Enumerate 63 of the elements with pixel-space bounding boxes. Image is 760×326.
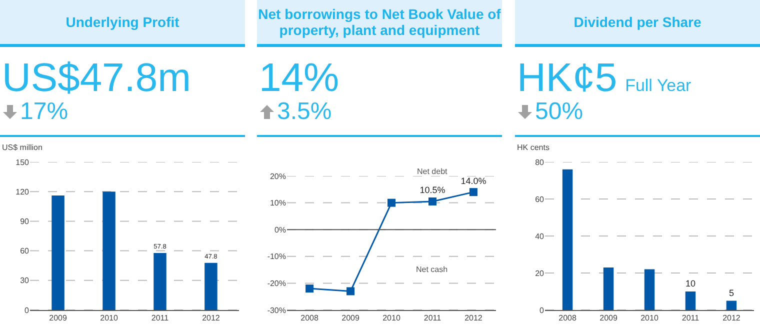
annotation: Net debt <box>417 167 448 176</box>
y-tick-label: 0% <box>274 225 286 234</box>
y-tick-label: 40 <box>535 232 545 241</box>
text: Full Year <box>625 76 692 95</box>
bar <box>154 252 166 310</box>
chart-title: Dividend per Share <box>515 0 760 47</box>
y-tick-label: 120 <box>16 187 30 196</box>
point <box>306 284 314 293</box>
point <box>346 287 355 296</box>
chart-title: Underlying Profit <box>0 0 245 47</box>
y-tick-label: 0 <box>24 306 30 315</box>
y-tick-label: 20 <box>535 268 545 278</box>
x-tick-label: 2009 <box>342 314 360 323</box>
x-tick-label: 2012 <box>722 314 741 323</box>
y-tick-label: 20% <box>270 172 286 181</box>
y-tick-label: -20% <box>267 279 286 288</box>
bar <box>562 169 573 310</box>
x-tick-label: 2011 <box>682 314 700 323</box>
x-tick-label: 2010 <box>382 314 401 323</box>
chart-subtitle: US$47.8m <box>2 56 191 100</box>
y-tick-label: -10% <box>267 252 286 262</box>
chart-title: Net borrowings to Net Book Value of property, plant and equipment <box>257 0 502 47</box>
x-tick-label: 2008 <box>300 314 319 323</box>
bar <box>726 300 737 310</box>
y-tick-label: 90 <box>20 217 30 226</box>
bar <box>644 269 655 310</box>
x-tick-label: 2009 <box>49 314 68 323</box>
data-label: 14.0% <box>460 176 486 186</box>
y-tick-label: 150 <box>16 158 30 167</box>
point <box>388 198 396 207</box>
data-label: 10 <box>685 278 696 288</box>
x-tick-label: 2012 <box>202 314 220 323</box>
point <box>469 188 478 196</box>
y-tick-label: 30 <box>20 276 30 286</box>
y-tick-label: 60 <box>535 194 545 204</box>
y-tick-label: -30% <box>267 306 286 315</box>
chart-subtitle: 14% <box>259 56 340 100</box>
point <box>428 197 436 206</box>
text: 50% <box>535 98 584 126</box>
bar <box>685 292 696 310</box>
y-tick-label: 80 <box>535 158 545 167</box>
bar <box>102 192 116 310</box>
y-axis-title: US$ million <box>2 143 42 152</box>
y-tick-label: 10% <box>270 198 286 208</box>
bar <box>52 196 64 310</box>
chart-subtitle: HK¢5 <box>517 56 618 100</box>
bar <box>204 262 218 310</box>
x-tick-label: 2010 <box>640 314 659 323</box>
text: 17% <box>20 98 68 126</box>
data-label: 5 <box>728 288 734 298</box>
x-tick-label: 2009 <box>600 314 618 323</box>
x-tick-label: 2012 <box>464 314 483 323</box>
x-tick-label: 2010 <box>100 314 118 323</box>
text: 3.5% <box>277 98 332 126</box>
data-label: 10.5% <box>420 185 446 196</box>
y-axis-title: HK cents <box>517 143 550 152</box>
y-tick-label: 0 <box>540 306 545 315</box>
annotation: Net cash <box>416 265 448 274</box>
x-tick-label: 2011 <box>151 314 170 323</box>
bar <box>603 267 614 310</box>
y-tick-label: 60 <box>20 246 30 256</box>
x-tick-label: 2011 <box>424 314 442 323</box>
x-tick-label: 2008 <box>558 314 577 323</box>
